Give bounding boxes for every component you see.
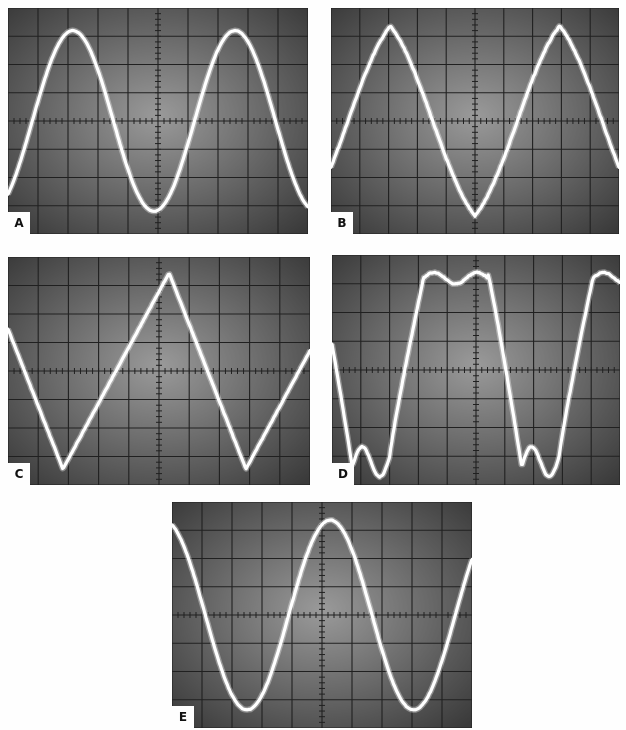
oscilloscope-panel-a: A [8,8,308,234]
oscilloscope-panel-c: C [8,257,310,485]
panel-label-a: A [8,212,30,234]
panel-label-d: D [332,463,354,485]
waveform-trace [8,272,310,471]
waveform-trace [172,518,472,712]
oscilloscope-screen-a [8,8,308,234]
oscilloscope-panel-e: E [172,502,472,728]
graticule [331,8,619,234]
graticule [8,257,310,485]
panel-label-c: C [8,463,30,485]
waveform-trace [331,24,619,218]
panel-label-b: B [331,212,353,234]
oscilloscope-screen-b [331,8,619,234]
waveform-trace [332,270,620,479]
oscilloscope-screen-e [172,502,472,728]
panel-label-e: E [172,706,194,728]
oscilloscope-screen-d [332,255,620,485]
oscilloscope-panel-b: B [331,8,619,234]
waveform-trace [8,28,308,213]
oscilloscope-panel-d: D [332,255,620,485]
oscilloscope-screen-c [8,257,310,485]
